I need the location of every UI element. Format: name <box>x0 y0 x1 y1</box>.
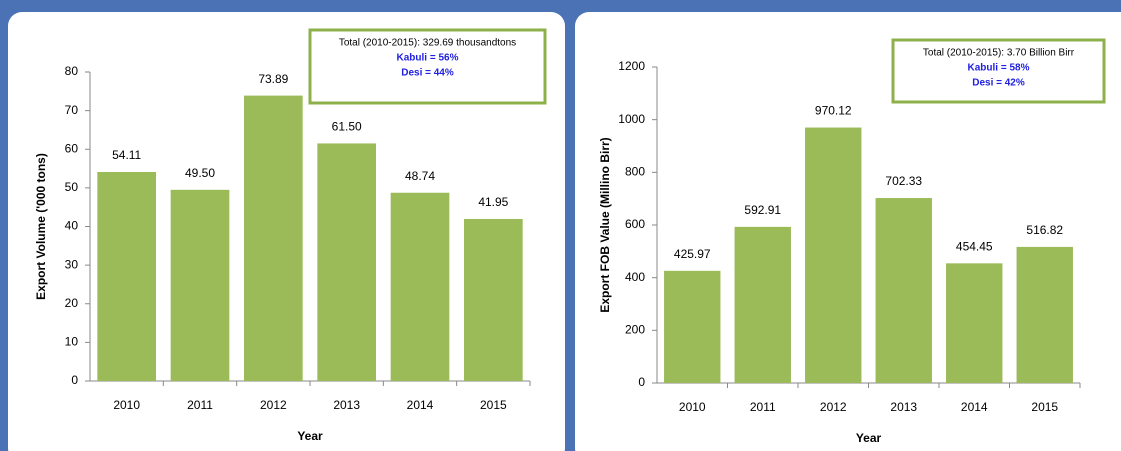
annotation: Desi = 42% <box>972 78 1025 89</box>
annotation: Kabuli = 58% <box>968 63 1030 74</box>
x-tick-label: 2010 <box>113 398 140 412</box>
annotation-box <box>308 28 547 105</box>
y-tick-label: 800 <box>625 165 645 179</box>
bar <box>464 218 523 381</box>
y-tick-label: 0 <box>71 373 78 387</box>
value-label: 49.50 <box>185 166 215 180</box>
x-tick-label: 2013 <box>890 400 917 414</box>
y-tick-label: 400 <box>625 270 645 284</box>
bar <box>946 263 1003 383</box>
y-tick-label: 60 <box>65 141 79 155</box>
y-tick-label: 80 <box>65 64 79 78</box>
x-tick-label: 2014 <box>407 398 434 412</box>
x-tick-label: 2011 <box>187 398 213 412</box>
y-tick-label: 1000 <box>618 112 645 126</box>
x-tick-label: 2015 <box>480 398 507 412</box>
x-axis-title: Year <box>856 431 882 445</box>
value-label: 61.50 <box>332 120 362 134</box>
bar <box>390 192 450 381</box>
value-label: 41.95 <box>478 195 508 209</box>
x-tick-label: 2014 <box>961 400 988 414</box>
y-tick-label: 30 <box>65 257 79 271</box>
y-axis-title: Export FOB Value (Millino Birr) <box>598 137 612 312</box>
value-label: 592.91 <box>744 203 781 217</box>
x-tick-label: 2012 <box>260 398 287 412</box>
bar <box>875 198 932 383</box>
y-tick-label: 1200 <box>618 59 645 73</box>
x-tick-label: 2012 <box>820 400 847 414</box>
bar <box>97 172 156 381</box>
annotation: Total (2010-2015): 329.69 thousandtons <box>339 38 516 49</box>
x-axis-title: Year <box>297 429 323 443</box>
annotation: Total (2010-2015): 3.70 Billion Birr <box>923 48 1075 59</box>
bar <box>734 226 791 383</box>
y-tick-label: 50 <box>65 180 79 194</box>
annotation: Kabuli = 56% <box>397 53 459 64</box>
value-label: 702.33 <box>885 174 922 188</box>
x-tick-label: 2010 <box>679 400 706 414</box>
x-tick-label: 2015 <box>1031 400 1058 414</box>
bar <box>170 189 230 381</box>
bar <box>805 127 862 383</box>
value-label: 516.82 <box>1026 223 1063 237</box>
value-label: 970.12 <box>815 104 852 118</box>
y-tick-label: 40 <box>65 219 79 233</box>
y-tick-label: 70 <box>65 103 79 117</box>
value-label: 73.89 <box>258 72 288 86</box>
y-axis-title: Export Volume ('000 tons) <box>34 153 48 300</box>
annotation: Desi = 44% <box>401 68 454 79</box>
value-label: 48.74 <box>405 169 435 183</box>
value-label: 54.11 <box>112 148 141 162</box>
y-tick-label: 600 <box>625 217 645 231</box>
bar <box>1016 246 1073 383</box>
y-tick-label: 0 <box>638 375 645 389</box>
bar <box>244 95 303 381</box>
value-label: 425.97 <box>674 247 711 261</box>
y-tick-label: 20 <box>65 296 79 310</box>
x-tick-label: 2013 <box>333 398 360 412</box>
bar <box>317 143 376 381</box>
bar <box>664 270 721 383</box>
annotation-box <box>891 38 1106 104</box>
value-label: 454.45 <box>956 240 993 254</box>
y-tick-label: 200 <box>625 323 645 337</box>
y-tick-label: 10 <box>65 335 79 349</box>
x-tick-label: 2011 <box>750 400 776 414</box>
